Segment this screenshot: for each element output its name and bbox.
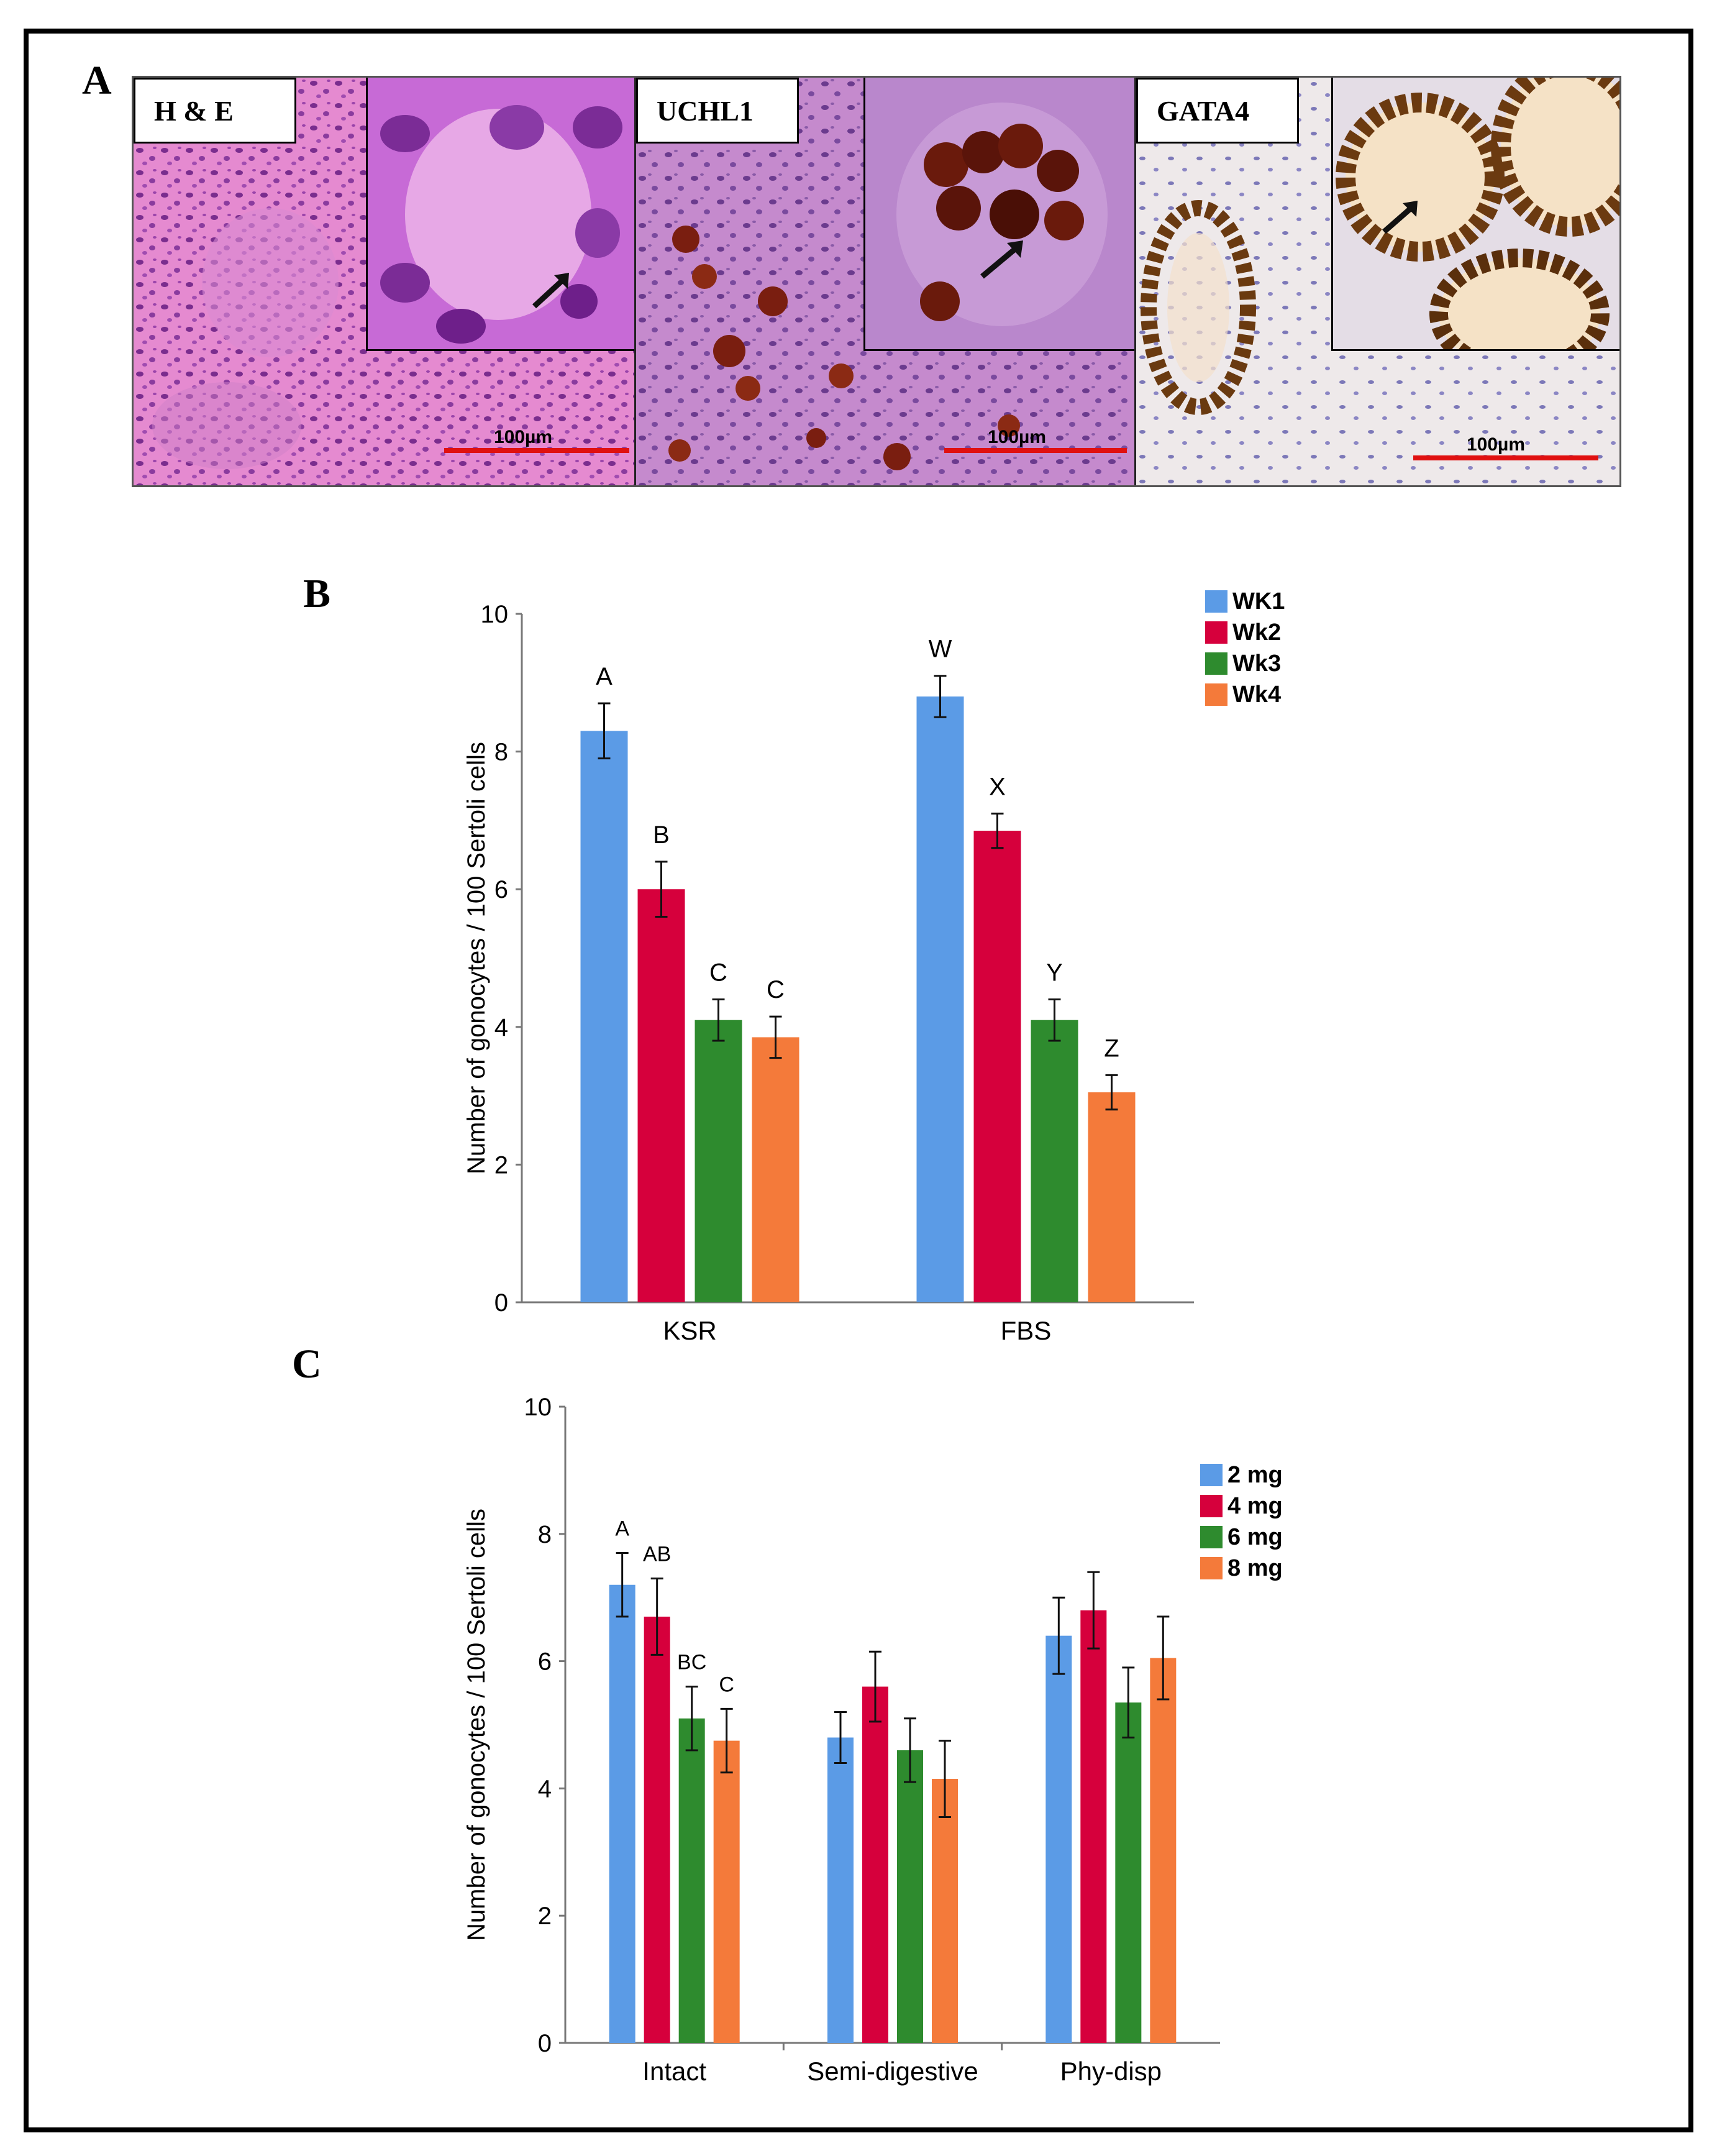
bar (1045, 1635, 1072, 2043)
legend-swatch (1205, 652, 1227, 675)
he-inset-image (368, 78, 634, 349)
legend-swatch (1200, 1495, 1223, 1517)
y-axis-label: Number of gonocytes / 100 Sertoli cells (463, 1509, 490, 1941)
significance-letter: Y (1046, 959, 1063, 986)
gata4-inset-image (1333, 78, 1619, 349)
bar (580, 731, 628, 1302)
y-tick-label: 4 (538, 1775, 552, 1802)
significance-letter: C (767, 976, 785, 1003)
bar (1088, 1092, 1136, 1302)
x-tick-label: Phy-disp (1060, 2057, 1162, 2086)
figure-frame (24, 29, 1693, 2132)
bar (678, 1718, 705, 2043)
legend-label: 2 mg (1227, 1462, 1283, 1488)
legend-swatch (1200, 1464, 1223, 1486)
legend-label: Wk3 (1232, 651, 1281, 677)
panel-letter-a: A (82, 58, 112, 103)
x-tick-label: FBS (1001, 1316, 1052, 1345)
bar (932, 1779, 958, 2043)
bar (827, 1737, 854, 2043)
micrograph-label-uchl1: UCHL1 (636, 78, 799, 144)
micrograph-label-gata4: GATA4 (1136, 78, 1299, 144)
micrograph-uchl1: UCHL1 100µm (636, 78, 1136, 485)
scale-bar-gata4 (1413, 455, 1598, 460)
bar (695, 1020, 742, 1302)
y-axis-label: Number of gonocytes / 100 Sertoli cells (463, 742, 490, 1174)
significance-letter: A (596, 663, 613, 690)
significance-letter: A (615, 1517, 629, 1541)
scale-label-gata4: 100µm (1467, 434, 1526, 455)
y-tick-label: 10 (481, 601, 509, 628)
x-tick-label: KSR (663, 1316, 716, 1345)
legend-label: WK1 (1232, 588, 1285, 614)
bar (644, 1616, 670, 2043)
panel-letter-c: C (292, 1341, 322, 1387)
bar (609, 1584, 635, 2043)
panel-letter-b: B (303, 571, 331, 616)
y-tick-label: 2 (538, 1902, 552, 1930)
bar (1150, 1658, 1177, 2043)
x-tick-label: Semi-digestive (807, 2057, 978, 2086)
significance-letter: BC (677, 1651, 706, 1674)
significance-letter: B (653, 821, 670, 849)
y-tick-label: 2 (494, 1151, 508, 1179)
legend-swatch (1200, 1557, 1223, 1579)
bar (897, 1750, 923, 2043)
legend-swatch (1205, 621, 1227, 644)
significance-letter: C (719, 1673, 734, 1696)
legend-label: 8 mg (1227, 1555, 1283, 1581)
scale-bar-uchl1 (944, 448, 1127, 453)
legend-swatch (1205, 590, 1227, 613)
significance-letter: AB (643, 1542, 671, 1566)
arrow-icon (532, 275, 568, 309)
legend-label: 4 mg (1227, 1493, 1283, 1519)
y-tick-label: 0 (494, 1289, 508, 1317)
bar (713, 1740, 740, 2043)
legend-label: 6 mg (1227, 1524, 1283, 1550)
chart-b: 0 2 4 6 8 10 Number of gonocytes / 100 Sertoli… (463, 588, 1285, 1345)
micrograph-he: H & E 100µm (134, 78, 636, 485)
bar (1080, 1610, 1107, 2043)
bar (752, 1037, 799, 1302)
bar (862, 1686, 888, 2043)
scale-label-uchl1: 100µm (988, 427, 1047, 447)
legend-label: Wk4 (1232, 682, 1281, 708)
significance-letter: W (929, 636, 952, 663)
chart-c: 0 2 4 6 8 10 Number of gonocytes / 100 Sertoli… (463, 1394, 1283, 2086)
legend-label: Wk2 (1232, 619, 1281, 646)
micrograph-label-he: H & E (134, 78, 296, 144)
bar (973, 831, 1021, 1302)
x-tick-label: Intact (642, 2057, 706, 2086)
micrograph-strip: H & E 100µm (132, 76, 1621, 487)
y-tick-label: 10 (524, 1394, 552, 1421)
significance-letter: Z (1104, 1035, 1119, 1062)
arrow-icon (1382, 203, 1416, 234)
significance-letter: C (709, 959, 727, 986)
legend-swatch (1200, 1526, 1223, 1548)
bar (1115, 1702, 1142, 2043)
arrow-icon (980, 243, 1021, 279)
significance-letter: X (989, 773, 1006, 800)
scale-label-he: 100µm (494, 427, 553, 447)
gata4-inset (1331, 78, 1619, 351)
micrograph-gata4: GATA4 100µm (1136, 78, 1619, 485)
y-tick-label: 8 (538, 1521, 552, 1548)
legend-swatch (1205, 683, 1227, 706)
bar (637, 889, 685, 1302)
uchl1-inset-image (865, 78, 1134, 349)
y-tick-label: 4 (494, 1014, 508, 1041)
y-tick-label: 6 (538, 1648, 552, 1676)
uchl1-inset (863, 78, 1134, 351)
bar (1031, 1020, 1078, 1302)
y-tick-label: 8 (494, 739, 508, 766)
y-tick-label: 0 (538, 2030, 552, 2057)
y-tick-label: 6 (494, 876, 508, 903)
he-inset (366, 78, 634, 351)
bar (916, 696, 964, 1302)
scale-bar-he (444, 448, 629, 453)
